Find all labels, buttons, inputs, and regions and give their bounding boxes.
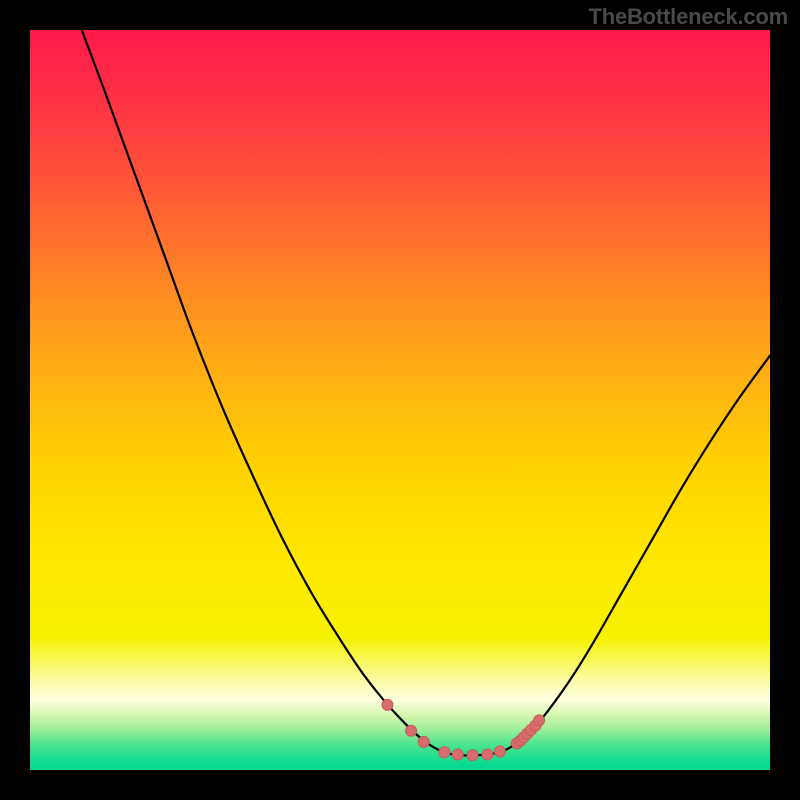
curve-marker [467,750,478,761]
curve-marker [406,725,417,736]
chart-svg [0,0,800,800]
plot-background [30,30,770,770]
curve-marker [439,747,450,758]
curve-marker [418,736,429,747]
curve-marker [534,715,545,726]
chart-stage: TheBottleneck.com [0,0,800,800]
curve-marker [452,749,463,760]
curve-marker [382,699,393,710]
curve-marker [494,746,505,757]
curve-marker [482,749,493,760]
